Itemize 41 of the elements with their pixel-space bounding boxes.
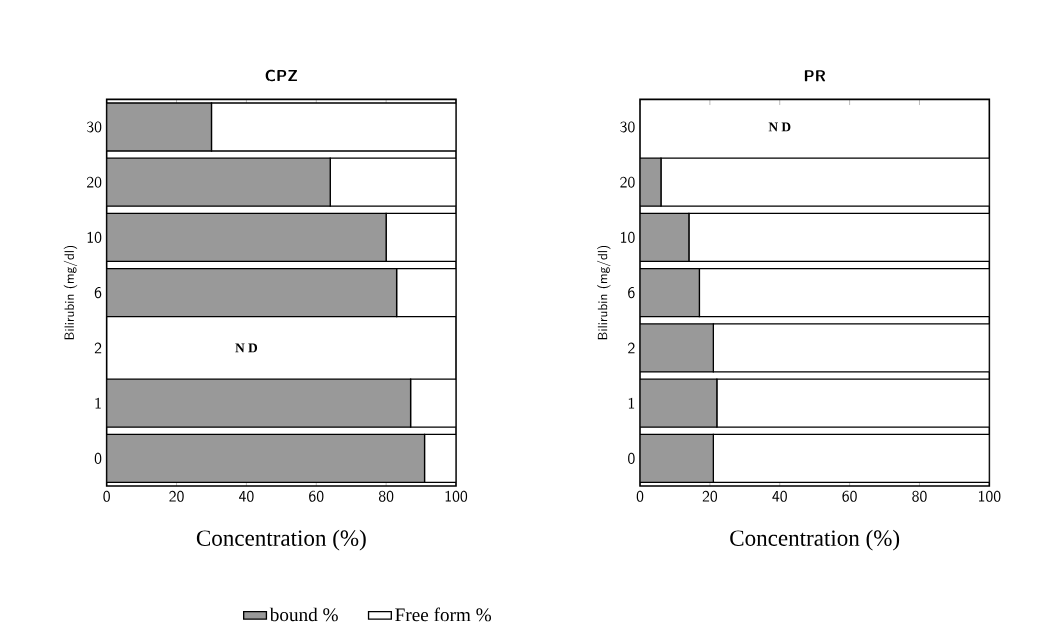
y-tick-label: 2 xyxy=(628,342,635,354)
bar xyxy=(640,268,701,318)
chart-title: PR xyxy=(804,70,826,82)
bar xyxy=(640,323,715,373)
annotation: N D xyxy=(235,343,258,353)
x-tick-label: 0 xyxy=(636,490,644,502)
x-tick-label: 100 xyxy=(445,490,468,502)
y-tick-label: 0 xyxy=(94,452,102,464)
x-tick-label: 40 xyxy=(239,490,254,502)
x-tick-label: 20 xyxy=(169,490,184,502)
y-tick-label: 1 xyxy=(95,397,101,409)
annotation: N D xyxy=(768,122,791,132)
x-tick-label: 80 xyxy=(912,490,927,502)
x-tick-label: 60 xyxy=(309,490,324,502)
y-tick-label: 10 xyxy=(87,231,102,244)
x-tick-label: 100 xyxy=(978,490,1001,502)
y-tick-label: 30 xyxy=(620,121,635,133)
y-tick-label: 1 xyxy=(628,397,635,409)
x-tick-label: 80 xyxy=(378,490,394,502)
x-tick-label: 40 xyxy=(772,490,787,502)
bar xyxy=(640,212,690,263)
y-axis-title: Bilirubin (mg/dl) xyxy=(63,245,78,340)
y-tick-label: 6 xyxy=(94,287,102,299)
x-tick-label: 60 xyxy=(842,490,857,502)
chart-title: CPZ xyxy=(265,69,298,82)
x-tick-label: 20 xyxy=(702,490,718,502)
y-tick-label: 20 xyxy=(620,176,635,188)
y-tick-label: 2 xyxy=(94,342,102,354)
x-tick-label: 0 xyxy=(103,490,110,502)
legend-label: Free form % xyxy=(395,607,492,622)
y-tick-label: 6 xyxy=(628,287,635,299)
x-axis-title: Concentration (%) xyxy=(730,529,900,551)
y-tick-label: 10 xyxy=(621,231,635,244)
y-axis-title: Bilirubin (mg/dl) xyxy=(597,245,611,340)
bar xyxy=(640,433,715,484)
bar xyxy=(640,378,718,428)
y-tick-label: 0 xyxy=(628,452,635,464)
x-axis-title: Concentration (%) xyxy=(196,529,366,551)
y-tick-label: 20 xyxy=(86,176,102,188)
y-tick-label: 30 xyxy=(86,121,102,133)
legend-label: bound % xyxy=(269,607,338,622)
